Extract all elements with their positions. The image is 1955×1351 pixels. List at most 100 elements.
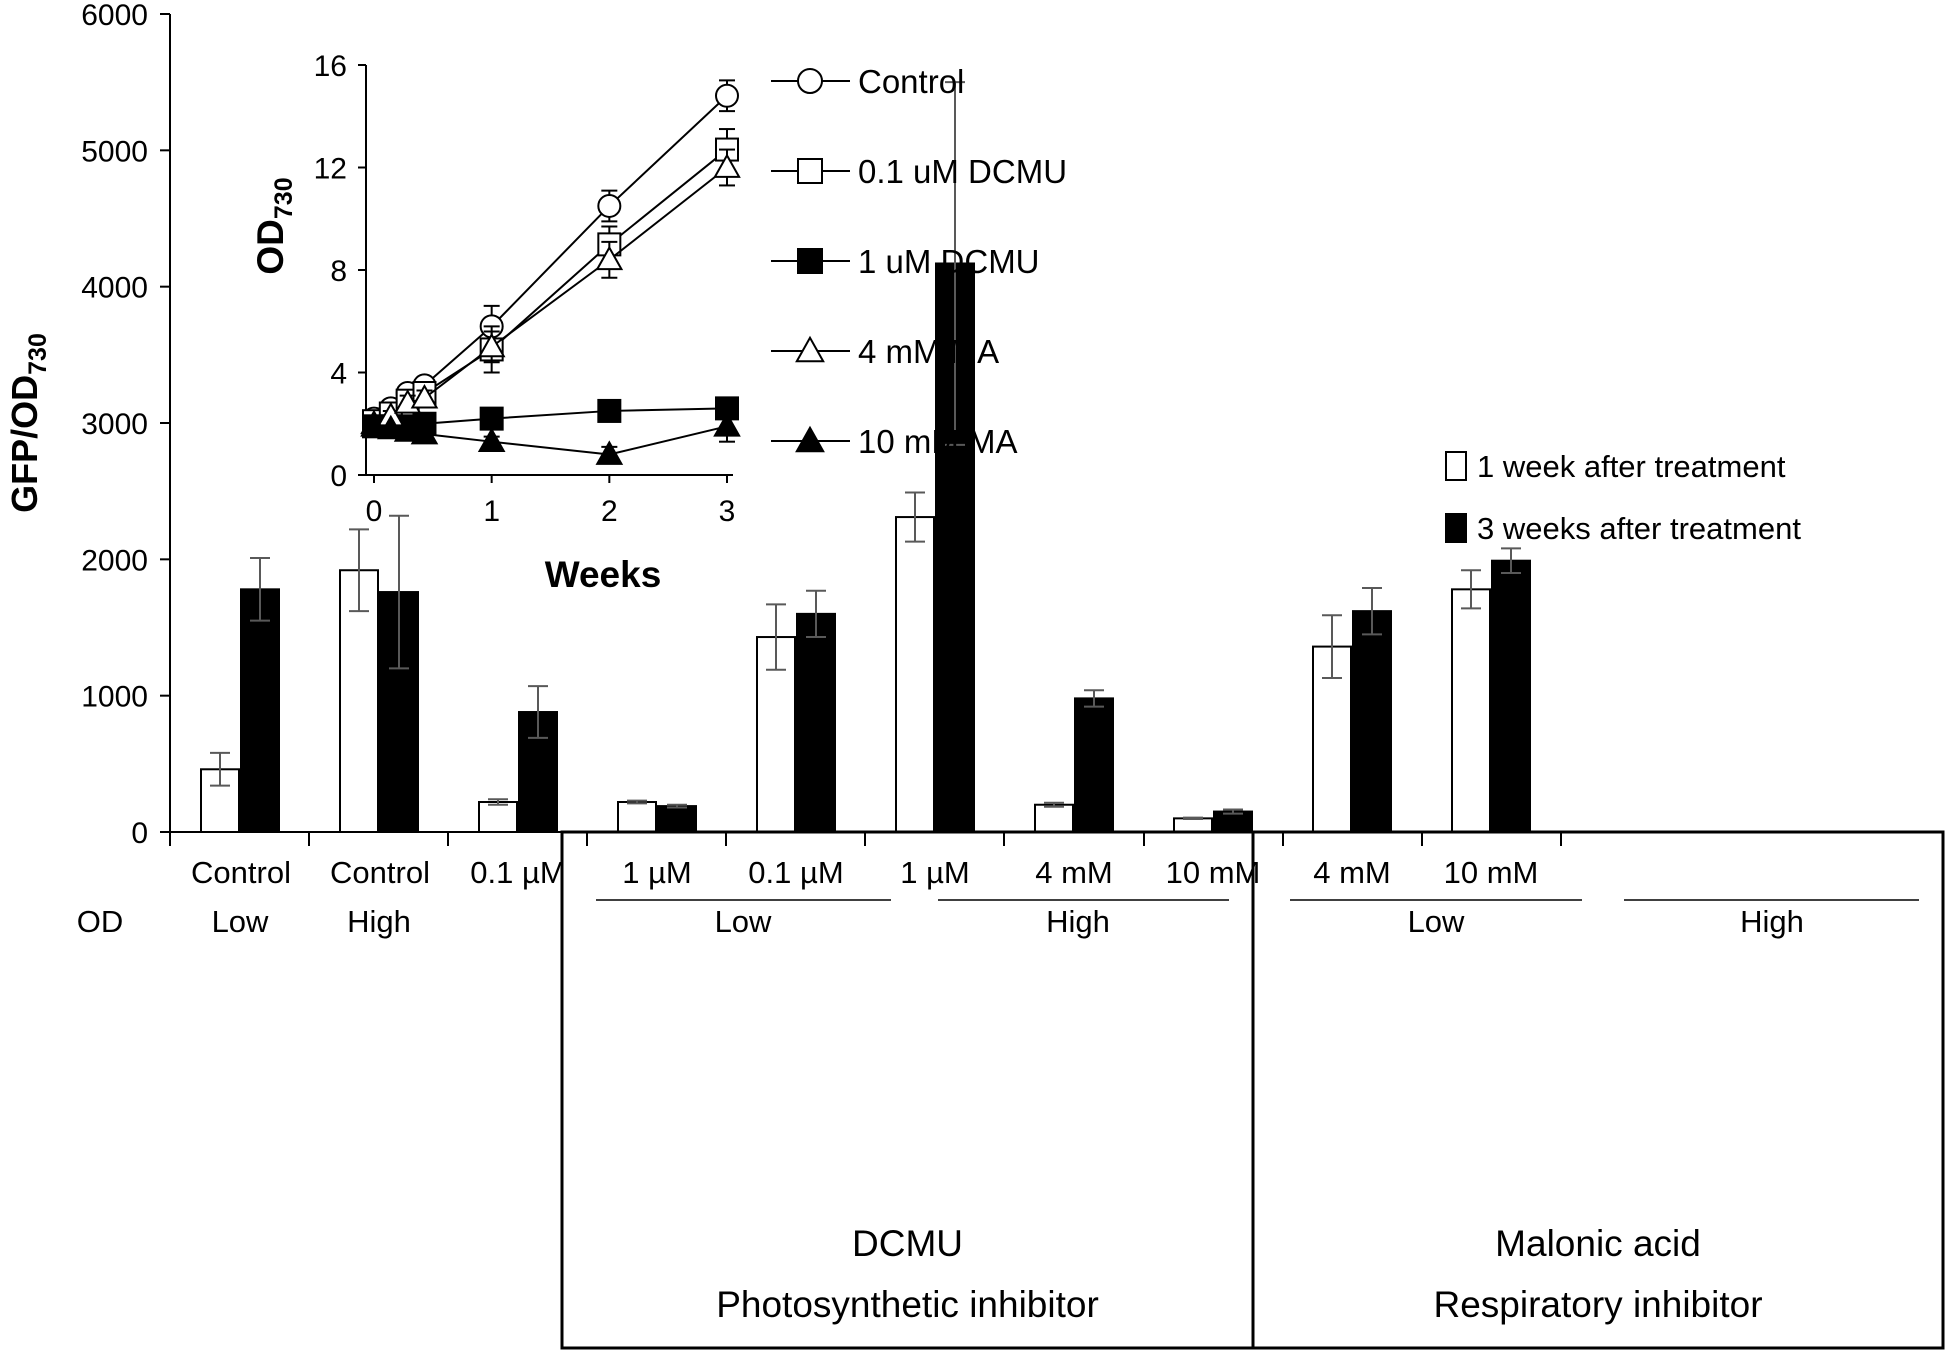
y-tick-label: 1000 [81,681,148,714]
inset-legend-label: 1 uM DCMU [858,243,1040,280]
error-bar [349,528,369,613]
inset-data-point [597,193,622,218]
category-od-label: High [347,904,411,939]
error-bar [1223,808,1243,815]
category-label: Control [191,855,291,890]
inhibitor-description: Photosynthetic inhibitor [716,1284,1099,1325]
y-tick-label: 6000 [81,0,148,32]
bar-1-week [478,801,518,833]
bar-3-weeks [657,805,697,834]
bar-3-weeks [796,612,836,833]
inset-data-point [597,398,622,423]
inset-series [360,409,741,465]
y-tick-label: 5000 [81,135,148,168]
inset-y-tick-label: 4 [330,358,347,391]
bar-1-week [1173,817,1213,833]
inset-data-point [410,383,439,409]
bar-1-week [1034,803,1074,834]
category-label: 1 µM [622,855,692,890]
inset-data-point [595,245,624,271]
y-tick-label: 4000 [81,272,148,305]
error-bar [905,491,925,543]
inset-legend-marker [795,335,825,363]
category-label: 4 mM [1313,855,1391,890]
subgroup-label: High [1046,904,1110,939]
inset-legend-label: 4 mM MA [858,333,999,370]
error-bar [528,685,548,739]
inset-y-axis-title-main: OD [250,219,291,275]
inset-legend-marker [797,68,823,94]
category-label: 0.1 µM [470,855,565,890]
inset-data-point [715,83,739,108]
inset-legend-label: Control [858,63,964,100]
inset-y-axis-title: OD730 [250,177,298,274]
bar-1-week [895,516,935,833]
bar-3-weeks [1352,610,1392,834]
inset-legend-marker [795,425,825,453]
error-bar [1461,569,1481,610]
inset-data-point [713,412,741,437]
main-category-labels: Control Low Control High 0.1 µM 1 µM 0.1 µM 1 µ… [77,830,1945,1350]
inset-data-point [360,412,388,437]
error-bar [389,514,409,670]
inset-data-point [393,417,422,442]
error-bar [766,603,786,671]
inset-data-point [377,414,405,440]
category-label: 1 µM [900,855,970,890]
inset-x-axis-title: Weeks [545,554,662,595]
subgroup-label: High [1740,904,1804,939]
error-bar [210,751,230,787]
inset-legend-marker [797,158,823,184]
inset-y-axis-title-sub: 730 [270,177,298,219]
inset-legend-marker [797,248,823,274]
inset-x-tick-label: 2 [601,495,618,528]
main-legend: 1 week after treatment 3 weeks after trea… [1445,449,1801,546]
inset-legend: Control 0.1 uM DCMU 1 uM DCMU 4 mM MA 10 mM … [771,63,1067,460]
bar-3-weeks [240,588,280,833]
bar-1-week [1451,588,1491,833]
category-label: 0.1 µM [748,855,843,890]
inset-series [362,128,739,434]
inset-data-point [479,406,504,431]
bar-3-weeks [1491,559,1531,833]
category-label: 4 mM [1035,855,1113,890]
inset-data-point [595,440,624,465]
error-bar [488,798,508,806]
error-bar [1362,586,1382,636]
inset-series [362,79,739,431]
y-tick-label: 0 [131,817,148,850]
error-bar [945,81,965,446]
legend-label: 3 weeks after treatment [1477,511,1801,546]
inset-legend-label: 10 mM MA [858,423,1018,460]
legend-label: 1 week after treatment [1477,449,1786,484]
inset-x-tick-label: 0 [366,495,383,528]
category-label: Control [330,855,430,890]
inset-series-line [373,95,728,420]
inset-data-point [713,153,741,178]
bar-1-week [617,801,657,833]
legend-swatch [1445,451,1467,481]
y-tick-label: 2000 [81,544,148,577]
inhibitor-name: Malonic acid [1495,1223,1701,1264]
error-bar [1044,801,1064,808]
error-bar [806,589,826,639]
y-axis-title-main: GFP/OD [4,375,45,513]
inset-x-tick-label: 1 [483,495,500,528]
error-bar [1501,547,1521,574]
error-bar [1322,614,1342,679]
inhibitor-group-box [1251,830,1945,1350]
inhibitor-description: Respiratory inhibitor [1433,1284,1762,1325]
inset-y-tick-label: 12 [314,153,347,186]
legend-swatch [1445,513,1467,543]
category-od-label: Low [212,904,269,939]
inset-y-tick-label: 0 [330,460,347,493]
y-tick-label: 3000 [81,408,148,441]
inset-series [360,148,741,435]
category-label: 10 mM [1166,855,1261,890]
y-axis-title-sub: 730 [24,333,52,375]
inset-y-tick-label: 8 [330,255,347,288]
error-bar [1183,816,1203,821]
